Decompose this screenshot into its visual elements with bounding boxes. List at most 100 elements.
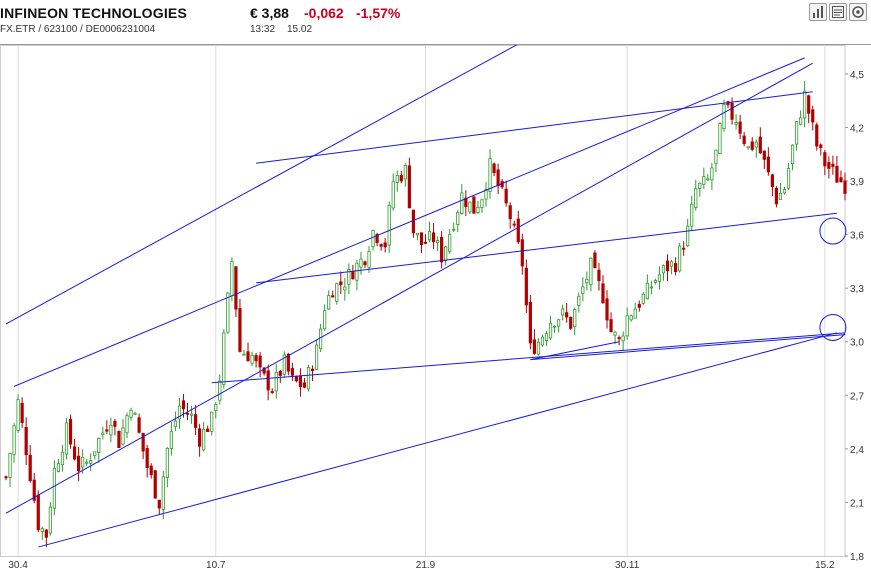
y-tick-label: 1,8 [850, 552, 864, 563]
y-tick-label: 4,5 [850, 70, 864, 81]
candle-up [557, 319, 561, 327]
candle-down [512, 223, 516, 226]
candle-down [185, 412, 190, 415]
candle-up [778, 192, 783, 200]
candle-up [40, 527, 44, 532]
candle-up [669, 261, 674, 267]
candle-up [391, 181, 395, 209]
candle-up [629, 315, 633, 321]
candle-up [657, 274, 662, 282]
trend-line [13, 57, 805, 387]
trend-line [5, 62, 813, 514]
instrument-identifiers: FX.ETR / 623100 / DE0006231004 [0, 24, 156, 35]
candle-down [137, 417, 141, 433]
candle-down [609, 319, 613, 332]
candle-down [399, 175, 403, 182]
candle-up [686, 225, 690, 247]
candle-up [56, 463, 61, 472]
candle-up [222, 332, 226, 385]
candle-up [60, 451, 65, 466]
candle-down [4, 476, 8, 479]
candle-down [730, 102, 734, 120]
candle-down [762, 150, 766, 160]
candle-up [202, 428, 206, 451]
candle-up [121, 427, 125, 445]
candle-down [839, 177, 843, 183]
candle-up [694, 188, 698, 208]
candle-up [89, 460, 93, 464]
candle-up [799, 117, 803, 125]
candle-down [363, 261, 367, 266]
candle-down [766, 156, 770, 173]
candle-up [786, 167, 791, 189]
trend-line [256, 91, 813, 164]
candle-down [145, 448, 149, 468]
candle-down [823, 152, 827, 167]
trend-line [256, 212, 837, 284]
bar-chart-icon[interactable] [809, 3, 827, 21]
candle-up [274, 371, 278, 392]
price-change-percent: -1,57% [356, 5, 401, 21]
candle-down [153, 470, 157, 499]
candle-down [431, 232, 436, 243]
trend-line [530, 341, 620, 361]
candle-up [536, 341, 541, 355]
candle-down [149, 465, 153, 476]
candle-up [415, 232, 420, 236]
candle-down [68, 418, 73, 445]
candle-down [770, 174, 774, 188]
candle-up [698, 182, 702, 189]
candle-down [375, 233, 379, 244]
candle-up [173, 420, 178, 428]
candle-up [460, 192, 464, 214]
candle-up [319, 328, 323, 350]
candle-down [266, 370, 270, 391]
candle-up [488, 158, 492, 192]
candle-down [835, 165, 839, 183]
candle-up [734, 122, 738, 125]
candle-up [355, 262, 359, 281]
candle-up [645, 282, 649, 300]
candle-down [532, 339, 537, 354]
candle-down [665, 260, 670, 272]
y-tick-label: 2,4 [850, 445, 864, 456]
candle-up [250, 354, 254, 364]
candle-up [714, 149, 718, 164]
trend-line [5, 45, 518, 325]
candle-up [8, 453, 12, 478]
candle-up [468, 201, 472, 213]
candle-up [427, 231, 432, 241]
settings-icon[interactable] [849, 3, 867, 21]
candle-down [351, 271, 355, 280]
news-icon[interactable] [829, 3, 847, 21]
candle-down [379, 244, 383, 247]
x-tick-label: 30.11 [615, 560, 640, 571]
candle-down [193, 414, 198, 428]
candle-up [367, 251, 371, 268]
candle-up [448, 233, 452, 252]
x-tick-label: 21.9 [416, 560, 436, 571]
candle-down [504, 188, 508, 204]
candle-up [678, 245, 682, 272]
candle-up [581, 286, 585, 294]
candle-up [230, 261, 234, 297]
price-chart: 30.4 10.7 21.9 30.11 15.2 1,8 2,1 2,4 2,7 3,0 3,3 3… [0, 45, 864, 571]
candle-down [234, 266, 238, 310]
candle-up [484, 189, 488, 200]
candle-down [524, 267, 528, 306]
candle-up [327, 295, 331, 310]
candle-up [85, 461, 89, 464]
candle-up [544, 333, 549, 342]
candle-up [613, 331, 617, 336]
candle-up [561, 308, 565, 316]
candle-down [819, 144, 823, 148]
last-price: € 3,88 [250, 5, 289, 21]
candle-up [359, 258, 363, 268]
candle-down [290, 368, 294, 376]
candle-up [210, 411, 214, 432]
candle-up [452, 228, 456, 231]
y-tick-label: 3,0 [850, 338, 864, 349]
candle-down [597, 269, 601, 282]
y-tick-label: 2,7 [850, 391, 864, 402]
candle-up [165, 447, 169, 478]
